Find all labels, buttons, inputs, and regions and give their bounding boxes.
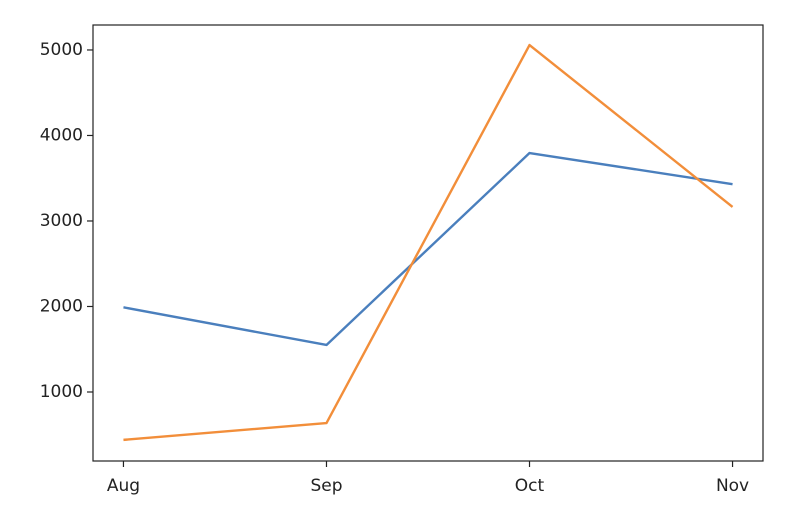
y-tick-label: 3000	[40, 211, 83, 231]
x-tick-label: Oct	[515, 476, 545, 496]
x-tick-label: Sep	[310, 476, 342, 496]
line-series	[123, 43, 734, 442]
plot-frame	[92, 24, 764, 462]
y-tick-label: 1000	[40, 382, 83, 402]
y-tick-label: 4000	[40, 125, 83, 145]
y-tick-label: 5000	[40, 40, 83, 60]
x-tick-label: Nov	[716, 476, 749, 496]
line-series	[123, 151, 733, 347]
x-tick-label: Aug	[107, 476, 140, 496]
y-tick-label: 2000	[40, 296, 83, 316]
